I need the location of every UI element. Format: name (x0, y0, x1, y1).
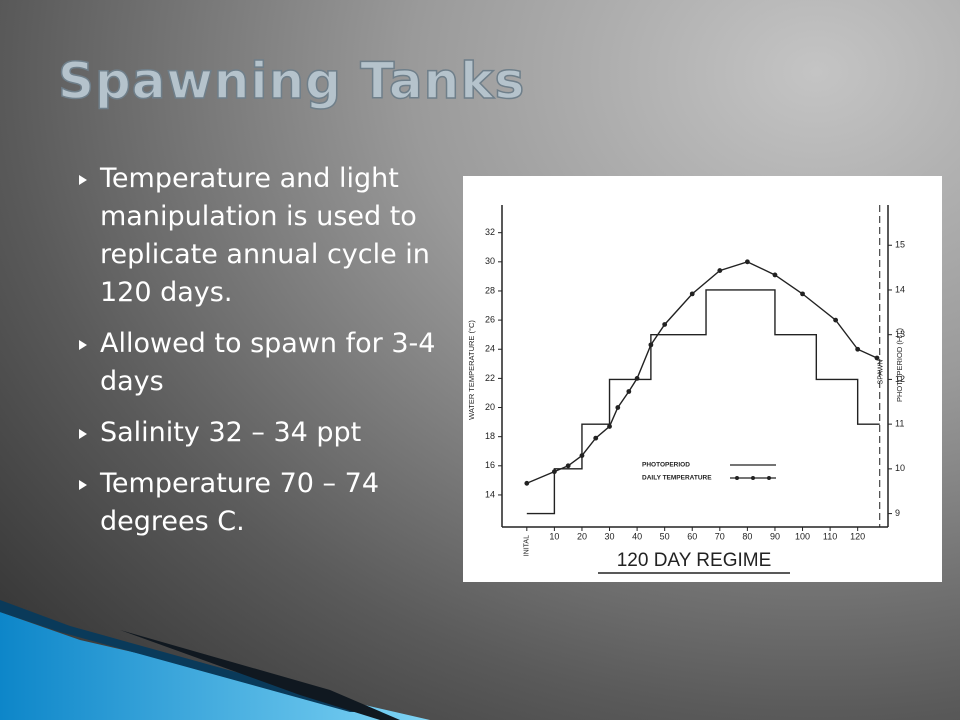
x-tick-label: 90 (770, 531, 780, 541)
bullet-text: Temperature 70 – 74 degrees C. (100, 468, 379, 537)
y2-tick-label: 12 (895, 374, 905, 384)
data-point (662, 322, 668, 327)
data-point (855, 346, 861, 352)
bullet-list: Temperature and light manipulation is us… (78, 160, 458, 554)
data-point (579, 453, 585, 459)
bullet: Temperature and light manipulation is us… (78, 160, 458, 312)
y-tick-label: 18 (485, 431, 495, 441)
data-point (717, 268, 723, 273)
x-tick-label: INITAL (524, 535, 531, 556)
y-tick-label: 20 (485, 402, 495, 412)
y-tick-label: 24 (485, 344, 495, 354)
series-line (526, 289, 880, 515)
bullet-text: Temperature and light manipulation is us… (100, 163, 430, 308)
data-point (607, 424, 612, 429)
data-point (744, 259, 750, 265)
y-tick-label: 30 (485, 256, 495, 266)
y-tick-label: 28 (485, 285, 495, 295)
x-tick-label: 100 (795, 531, 810, 541)
x-tick-label: 120 (850, 531, 865, 541)
data-point (772, 272, 778, 278)
bullet: Salinity 32 – 34 ppt (78, 414, 458, 452)
y2-tick-label: 14 (895, 284, 905, 294)
y-tick-label: 16 (485, 460, 495, 470)
figure-background (463, 176, 942, 582)
x-tick-label: 60 (687, 531, 697, 541)
x-tick-label: 80 (742, 531, 752, 541)
data-point (689, 291, 695, 297)
legend-marker (767, 476, 771, 480)
x-tick-label: 20 (577, 531, 587, 541)
y2-tick-label: 10 (895, 463, 905, 473)
data-point (551, 469, 557, 475)
legend-marker (735, 476, 739, 480)
x-tick-label: 70 (715, 531, 725, 541)
y2-axis-title: PHOTOPERIOD (H L) (895, 327, 904, 402)
bullet: Temperature 70 – 74 degrees C. (78, 465, 458, 541)
bullet-icon (79, 340, 87, 350)
slide-title: Spawning Tanks (57, 51, 526, 111)
y2-tick-label: 13 (895, 329, 905, 339)
data-point (615, 405, 621, 410)
bullet-icon (79, 429, 87, 439)
bullet-icon (79, 175, 87, 185)
y-tick-label: 14 (485, 489, 495, 499)
data-point (800, 291, 805, 297)
legend-marker (751, 476, 755, 480)
x-tick-label: 110 (823, 531, 837, 541)
data-point (648, 342, 654, 348)
data-point (833, 317, 839, 323)
bullet: Allowed to spawn for 3-4 days (78, 325, 458, 401)
y2-tick-label: 11 (895, 419, 904, 429)
data-point (634, 375, 640, 381)
data-point (524, 480, 530, 486)
x-tick-label: 50 (660, 531, 670, 541)
bullet-icon (79, 480, 87, 490)
x-tick-label: 30 (605, 531, 615, 541)
figure-caption: 120 DAY REGIME (617, 550, 772, 571)
swoosh (0, 612, 430, 720)
y-tick-label: 32 (485, 227, 495, 237)
x-tick-label: 40 (632, 531, 642, 541)
legend-label: DAILY TEMPERATURE (642, 475, 712, 482)
y-tick-label: 26 (485, 314, 495, 324)
x-tick-label: 10 (549, 531, 559, 541)
y-axis-title: WATER TEMPERATURE (°C) (467, 320, 476, 420)
data-point (565, 463, 571, 469)
data-point (626, 389, 632, 394)
data-point (593, 435, 599, 441)
data-point (874, 355, 880, 361)
y-tick-label: 22 (485, 373, 495, 383)
bullet-text: Salinity 32 – 34 ppt (100, 417, 362, 448)
y2-tick-label: 15 (895, 240, 905, 250)
legend-label: PHOTOPERIOD (642, 462, 690, 469)
y2-tick-label: 9 (895, 508, 900, 518)
spawn-label: SPAWN (878, 360, 885, 385)
swoosh-line (120, 630, 400, 720)
bullet-text: Allowed to spawn for 3-4 days (100, 328, 436, 397)
